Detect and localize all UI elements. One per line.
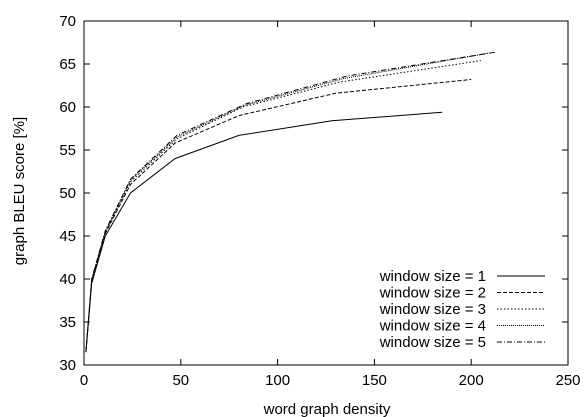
x-axis-title: word graph density [263, 401, 391, 417]
x-tick-label: 150 [362, 372, 387, 389]
x-tick-label: 50 [172, 372, 189, 389]
legend-label-1: window size = 1 [379, 268, 486, 285]
y-axis-title: graph BLEU score [%] [11, 117, 28, 265]
y-tick-label: 35 [59, 314, 76, 331]
legend-label-2: window size = 2 [379, 285, 486, 302]
plot-frame [83, 20, 569, 366]
y-tick-label: 55 [59, 142, 76, 159]
y-tick-label: 30 [59, 357, 76, 374]
y-tick-label: 65 [59, 56, 76, 73]
x-tick-label: 100 [265, 372, 290, 389]
x-tick-label: 200 [459, 372, 484, 389]
y-tick-label: 50 [59, 185, 76, 202]
legend-label-3: window size = 3 [379, 301, 486, 318]
series-line-1 [85, 111, 443, 353]
y-tick-label: 40 [59, 271, 76, 288]
x-tick-label: 0 [80, 372, 88, 389]
y-tick-label: 70 [59, 13, 76, 30]
y-tick-label: 60 [59, 99, 76, 116]
legend-label-5: window size = 5 [379, 334, 486, 351]
legend-label-4: window size = 4 [379, 318, 486, 335]
series-lines [85, 51, 497, 353]
axis-ticks: 0 50 100 150 200 250 30 35 40 45 50 55 60 65 70 [59, 13, 580, 389]
x-tick-label: 250 [555, 372, 580, 389]
y-tick-label: 45 [59, 228, 76, 245]
series-line-5 [85, 51, 497, 353]
series-line-2 [85, 79, 472, 353]
plot-border [83, 20, 569, 366]
